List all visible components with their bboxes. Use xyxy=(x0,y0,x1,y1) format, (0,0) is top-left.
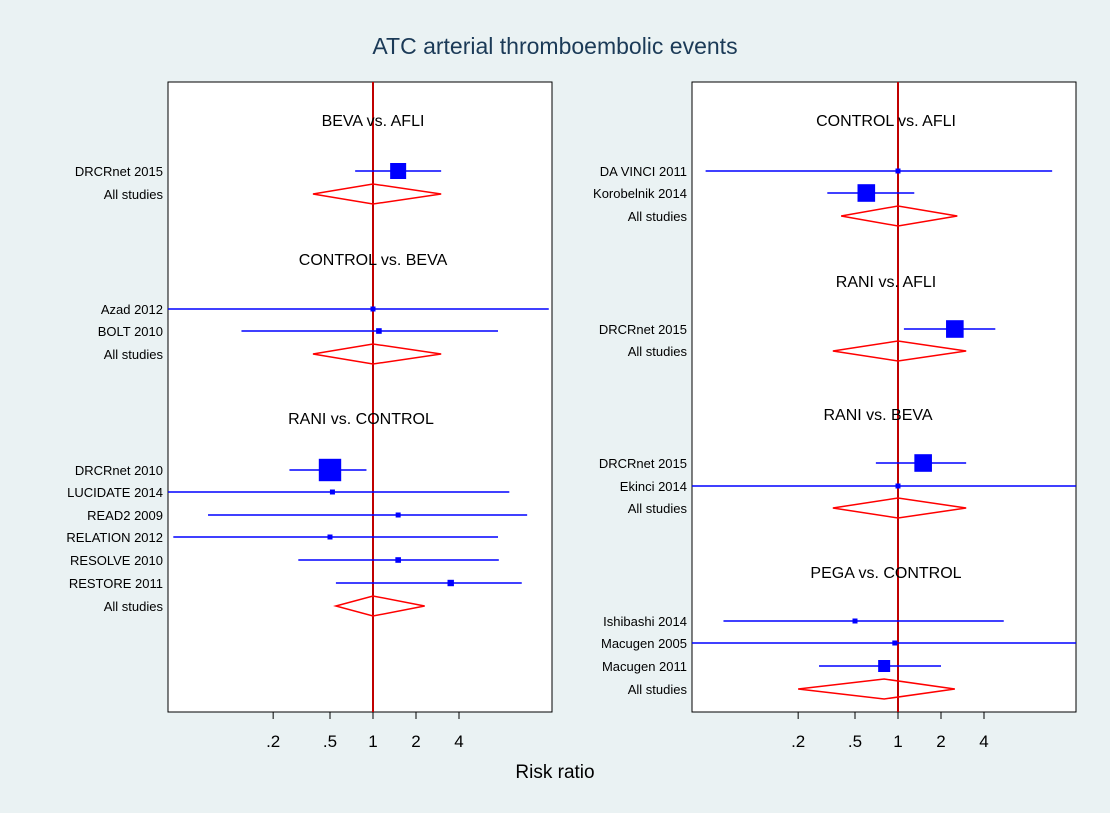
right-pooled-label: All studies xyxy=(628,682,688,697)
right-pooled-diamond xyxy=(832,497,967,519)
right-group-title: PEGA vs. CONTROL xyxy=(810,565,961,582)
right-group-title: CONTROL vs. AFLI xyxy=(816,113,956,130)
right-study-marker xyxy=(878,660,891,672)
left-forest-panel: BEVA vs. AFLI DRCRnet 2015 All studies CONT… xyxy=(66,81,553,751)
right-plot-area xyxy=(691,81,1077,713)
right-group-title: RANI vs. AFLI xyxy=(836,274,936,291)
right-study-marker xyxy=(895,168,901,174)
left-plot-marks xyxy=(168,82,549,712)
right-pooled-diamond xyxy=(841,205,958,227)
left-x-tick-label: 1 xyxy=(368,732,377,751)
right-pooled-diamond xyxy=(798,678,955,700)
right-study-marker xyxy=(852,618,858,624)
left-pooled-label: All studies xyxy=(104,347,164,362)
left-pooled-diamond xyxy=(312,183,442,205)
right-study-marker xyxy=(895,483,901,489)
right-study-label: Korobelnik 2014 xyxy=(593,186,687,201)
right-study-label: Ishibashi 2014 xyxy=(603,614,687,629)
left-group-title: RANI vs. CONTROL xyxy=(288,411,434,428)
right-study-label: DA VINCI 2011 xyxy=(600,164,687,179)
right-x-tick-label: 2 xyxy=(936,732,945,751)
right-pooled-label: All studies xyxy=(628,344,688,359)
left-study-marker xyxy=(395,512,401,518)
right-study-marker xyxy=(946,320,964,338)
right-study-label: DRCRnet 2015 xyxy=(599,322,687,337)
left-x-tick-label: .2 xyxy=(266,732,280,751)
right-x-tick-label: 1 xyxy=(893,732,902,751)
right-study-label: DRCRnet 2015 xyxy=(599,456,687,471)
right-x-tick-label: .5 xyxy=(848,732,862,751)
left-study-marker xyxy=(395,557,401,563)
right-pooled-diamond xyxy=(832,340,967,362)
left-study-label: Azad 2012 xyxy=(101,302,163,317)
left-study-marker xyxy=(447,579,454,587)
chart-title: ATC arterial thromboembolic events xyxy=(372,33,737,59)
left-x-tick-label: 4 xyxy=(454,732,463,751)
left-study-marker xyxy=(390,163,407,179)
right-pooled-label: All studies xyxy=(628,501,688,516)
left-pooled-label: All studies xyxy=(104,599,164,614)
left-pooled-diamond xyxy=(312,343,442,365)
left-group-title: CONTROL vs. BEVA xyxy=(299,252,448,269)
left-study-marker xyxy=(327,534,333,540)
right-study-label: Macugen 2011 xyxy=(602,659,687,674)
left-study-label: DRCRnet 2015 xyxy=(75,164,163,179)
left-pooled-label: All studies xyxy=(104,187,164,202)
right-study-label: Ekinci 2014 xyxy=(620,479,687,494)
right-study-label: Macugen 2005 xyxy=(601,636,687,651)
left-study-label: RESTORE 2011 xyxy=(69,576,163,591)
right-pooled-label: All studies xyxy=(628,209,688,224)
left-pooled-diamond xyxy=(333,595,425,617)
right-study-marker xyxy=(892,640,898,646)
left-study-label: READ2 2009 xyxy=(87,508,163,523)
left-study-label: LUCIDATE 2014 xyxy=(67,485,163,500)
left-study-marker xyxy=(370,306,376,312)
left-study-label: RESOLVE 2010 xyxy=(70,553,163,568)
right-plot-marks xyxy=(692,82,1076,712)
left-plot-area xyxy=(167,81,553,713)
right-forest-panel: CONTROL vs. AFLI DA VINCI 2011 Korobelnik … xyxy=(593,81,1077,751)
left-x-tick-label: 2 xyxy=(411,732,420,751)
left-group-title: BEVA vs. AFLI xyxy=(322,113,425,130)
left-study-marker xyxy=(376,328,382,334)
left-x-tick-label: .5 xyxy=(323,732,337,751)
right-x-tick-label: 4 xyxy=(979,732,988,751)
left-study-label: DRCRnet 2010 xyxy=(75,463,163,478)
right-study-marker xyxy=(857,184,876,202)
left-study-marker xyxy=(318,458,342,482)
right-x-tick-label: .2 xyxy=(791,732,805,751)
right-group-title: RANI vs. BEVA xyxy=(823,407,932,424)
x-axis-label: Risk ratio xyxy=(515,762,594,783)
right-study-marker xyxy=(914,454,932,472)
left-study-marker xyxy=(329,489,335,495)
left-study-label: BOLT 2010 xyxy=(98,324,163,339)
left-study-label: RELATION 2012 xyxy=(66,530,163,545)
